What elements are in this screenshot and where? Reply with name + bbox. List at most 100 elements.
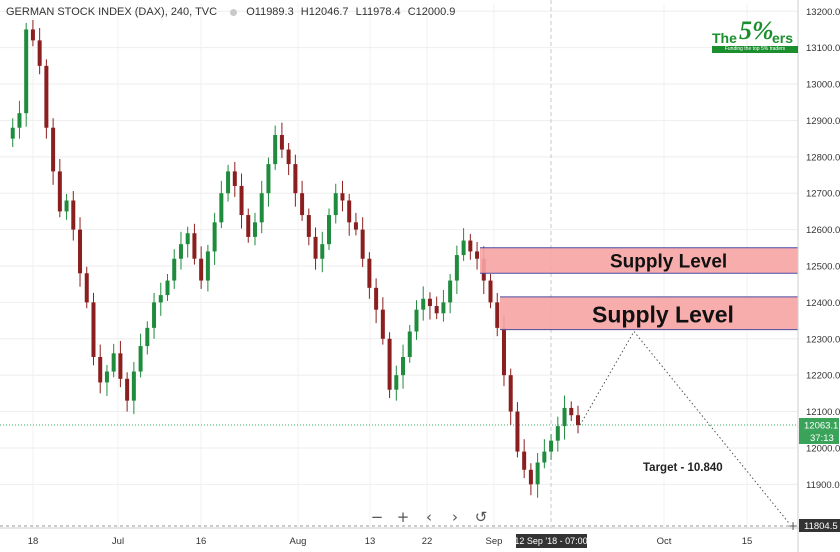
- candle-body: [266, 164, 271, 194]
- brand-logo: The 5% ers Funding the top 5% traders: [712, 16, 798, 53]
- y-tick-label: 13000.0: [806, 80, 840, 91]
- candle-body: [454, 255, 459, 281]
- zoom-in-button[interactable]: +: [396, 508, 410, 526]
- reset-chart-button[interactable]: ↺: [474, 508, 488, 526]
- candle-body: [515, 411, 520, 452]
- candle-body: [441, 302, 446, 314]
- candle-body: [535, 462, 540, 485]
- bottom-price-label: 11804.5: [804, 521, 838, 532]
- supply-level-label: Supply Level: [592, 301, 734, 327]
- candle-body: [461, 240, 466, 256]
- candle-body: [84, 273, 89, 303]
- y-tick-label: 11900.0: [806, 480, 840, 491]
- supply-zones: Supply Level Supply Level: [480, 247, 798, 331]
- candle-body: [306, 215, 311, 237]
- candle-body: [340, 193, 345, 201]
- candle-body: [165, 280, 170, 296]
- candle-body: [246, 215, 251, 237]
- projection: Target - 10.840: [579, 330, 791, 525]
- candle-body: [51, 127, 56, 172]
- candle-body: [468, 240, 473, 252]
- candle-body: [37, 40, 42, 66]
- logo-tagline: Funding the top 5% traders: [712, 46, 798, 53]
- status-dot-icon: [230, 8, 238, 16]
- y-tick-label: 12800.0: [806, 152, 840, 163]
- candle-body: [192, 233, 197, 259]
- candle-body: [380, 309, 385, 339]
- logo-ers: ers: [772, 30, 794, 46]
- ohlc-high: H12046.7: [300, 6, 349, 18]
- candle-body: [17, 113, 22, 128]
- candle-body: [98, 356, 103, 383]
- countdown-label: 37:13: [810, 433, 834, 444]
- candle-body: [232, 171, 237, 186]
- price-axis-panel: [798, 0, 840, 552]
- ohlc-low: L11978.4: [355, 6, 401, 18]
- scroll-right-button[interactable]: ›: [452, 508, 458, 526]
- zoom-out-button[interactable]: −: [370, 508, 384, 526]
- x-tick-label: 13: [365, 536, 376, 547]
- candle-body: [488, 280, 493, 303]
- chart-toolbar: − + ‹ › ↺: [366, 508, 492, 526]
- candle-body: [542, 451, 547, 463]
- candle-body: [131, 371, 136, 401]
- candle-body: [347, 200, 352, 223]
- candle-body: [152, 302, 157, 328]
- candle-body: [394, 375, 399, 390]
- x-tick-label: Aug: [290, 536, 307, 547]
- chart-header: GERMAN STOCK INDEX (DAX), 240, TVC O1198…: [6, 6, 459, 18]
- candle-body: [555, 426, 560, 441]
- crosshair-plus-icon: +: [788, 519, 798, 533]
- supply-zone: [500, 296, 798, 330]
- ohlc-open: O11989.3: [246, 6, 294, 18]
- candle-body: [252, 222, 257, 237]
- candle-body: [407, 331, 412, 357]
- countdown-badge: [799, 430, 839, 444]
- candle-body: [111, 353, 116, 372]
- candle-body: [495, 302, 500, 328]
- y-tick-label: 12500.0: [806, 262, 840, 273]
- candle-body: [30, 29, 35, 41]
- candle-body: [286, 149, 291, 165]
- y-tick-label: 12300.0: [806, 334, 840, 345]
- candle-body: [427, 298, 432, 307]
- logo-five: 5%: [739, 16, 774, 45]
- y-tick-label: 12200.0: [806, 371, 840, 382]
- candle-body: [158, 295, 163, 303]
- candle-body: [434, 306, 439, 314]
- target-label: Target - 10.840: [643, 462, 723, 474]
- candle-body: [528, 469, 533, 485]
- x-tick-label: Sep: [486, 536, 503, 547]
- x-tick-label: 18: [28, 536, 39, 547]
- x-tick-label: 15: [742, 536, 753, 547]
- candle-body: [522, 451, 527, 470]
- candle-body: [549, 440, 554, 452]
- candle-body: [125, 378, 130, 401]
- x-tick-label: Jul: [112, 536, 124, 547]
- candle-body: [259, 193, 264, 223]
- candle-body: [569, 407, 574, 416]
- candle-body: [279, 135, 284, 150]
- candle-body: [205, 251, 210, 281]
- candle-body: [138, 346, 143, 372]
- candle-body: [24, 29, 29, 114]
- candle-body: [374, 287, 379, 310]
- candle-body: [414, 309, 419, 332]
- candle-body: [313, 236, 318, 259]
- candle-body: [576, 415, 580, 426]
- candle-body: [226, 171, 231, 194]
- candle-body: [367, 258, 372, 288]
- scroll-left-button[interactable]: ‹: [426, 508, 432, 526]
- projection-path: [579, 330, 791, 525]
- logo-the: The: [712, 30, 737, 46]
- candle-body: [104, 371, 109, 383]
- y-tick-label: 12700.0: [806, 189, 840, 200]
- current-price-badge: [799, 417, 839, 431]
- candle-body: [118, 353, 123, 379]
- candle-body: [44, 65, 49, 128]
- candle-body: [78, 229, 83, 274]
- x-tick-label: 16: [196, 536, 207, 547]
- candle-body: [501, 327, 506, 376]
